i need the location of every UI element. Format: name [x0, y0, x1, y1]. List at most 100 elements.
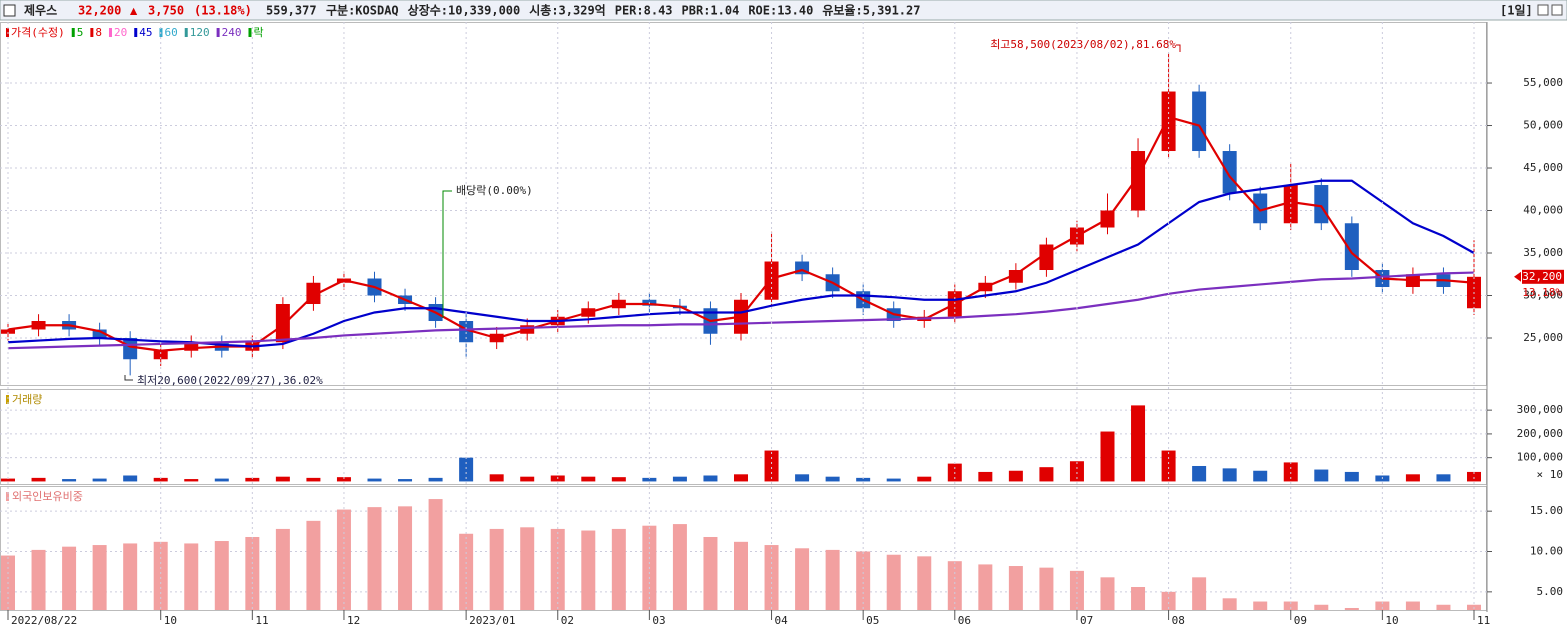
bar — [611, 477, 626, 482]
bar — [123, 475, 138, 482]
bar — [734, 541, 748, 610]
bar — [489, 474, 504, 482]
checkbox[interactable] — [3, 4, 16, 17]
y-tick-label: 35,000 — [1523, 246, 1563, 259]
volume-pane — [0, 389, 1487, 485]
moving-average — [7, 271, 1475, 350]
candle-body — [123, 337, 138, 360]
y-tick-label: 15.00 — [1530, 504, 1563, 517]
candle-body — [1314, 185, 1329, 224]
header-item: ROE:13.40 — [748, 4, 813, 18]
volume: 559,377 — [266, 4, 317, 18]
candle-body — [764, 261, 779, 300]
bar — [62, 479, 77, 482]
bar — [184, 479, 199, 482]
header-item: 상장수:10,339,000 — [408, 3, 521, 18]
close[interactable] — [1551, 4, 1563, 16]
bar — [428, 499, 443, 610]
bar — [1344, 607, 1359, 610]
plot: 25,000 30,000 35,000 40,000 45,000 50,000 55,0… — [0, 22, 1564, 627]
x-tick-label: 10 — [164, 614, 177, 627]
y-tick-label: 45,000 — [1523, 161, 1563, 174]
change: 3,750 — [148, 4, 184, 18]
x-tick-label: 08 — [1172, 614, 1185, 627]
price-label: 32,200 — [1522, 270, 1562, 283]
stock-name: 제우스 — [24, 4, 57, 18]
header-item: PBR:1.04 — [682, 4, 740, 18]
bar — [92, 478, 107, 482]
annotation-low: 최저20,600(2022/09/27),36.02% — [137, 374, 323, 387]
bar — [428, 477, 443, 482]
bar — [917, 556, 932, 610]
price-pointer — [1514, 271, 1521, 282]
bar — [1253, 470, 1268, 482]
bar — [1467, 471, 1481, 482]
price-marker — [1522, 269, 1564, 284]
bar — [825, 476, 840, 482]
candle-body — [184, 342, 199, 351]
y-tick-label: 25,000 — [1523, 331, 1563, 344]
bar — [856, 551, 871, 610]
bar — [92, 545, 107, 610]
bar — [245, 477, 260, 482]
legend-swatch — [216, 28, 220, 37]
x-tick-label: 2023/01 — [469, 614, 515, 627]
bar — [1436, 604, 1451, 610]
candle-body — [1344, 223, 1359, 271]
bar — [1039, 567, 1054, 610]
bar — [306, 477, 321, 482]
bar — [550, 528, 565, 610]
bar — [336, 509, 351, 610]
change-label: 13.18% — [1522, 286, 1562, 299]
bar — [672, 476, 687, 482]
y-tick-label: 10.00 — [1530, 545, 1563, 558]
bar — [1222, 598, 1237, 610]
bar — [1069, 461, 1084, 482]
bar — [275, 528, 290, 610]
arrow — [124, 375, 133, 381]
bar — [1100, 577, 1115, 610]
pane-title: 거래량 — [12, 393, 42, 406]
candle-body — [1192, 91, 1207, 152]
header-item: 구분:KOSDAQ — [326, 4, 399, 18]
bar — [31, 477, 46, 482]
x-tick-label: 06 — [958, 614, 971, 627]
bar — [1161, 591, 1176, 610]
arrow — [1176, 44, 1181, 52]
bar — [31, 549, 46, 610]
legend-label: 5 — [77, 26, 84, 39]
bar — [825, 549, 840, 610]
bar — [184, 543, 199, 610]
bar — [1039, 467, 1054, 482]
bar — [214, 541, 229, 610]
legend-swatch — [248, 28, 252, 37]
x-tick-label: 11 — [255, 614, 268, 627]
bar — [153, 477, 168, 482]
bar — [1405, 601, 1420, 610]
bar — [459, 533, 474, 610]
maximize[interactable] — [1537, 4, 1549, 16]
legend-swatch — [184, 28, 188, 37]
bar — [520, 476, 535, 482]
bar — [947, 561, 962, 610]
candle-body — [1283, 185, 1298, 224]
y-tick-label: 55,000 — [1523, 76, 1563, 89]
price: 32,200 — [78, 4, 121, 18]
x-tick-label: 04 — [775, 614, 789, 627]
bar — [978, 564, 993, 610]
bar — [642, 477, 657, 482]
bar — [886, 554, 901, 610]
bar — [672, 524, 687, 610]
bar — [703, 475, 718, 482]
candle-body — [1008, 270, 1023, 283]
pane-title: 외국인보유비중 — [12, 490, 83, 503]
candle-body — [275, 304, 290, 343]
bar — [62, 546, 77, 610]
bar — [398, 479, 413, 482]
bar — [153, 541, 168, 610]
moving-average — [7, 179, 1475, 348]
legend-label: 20 — [114, 26, 127, 39]
y-tick-label: 50,000 — [1523, 119, 1563, 132]
unit-note: × 10 — [1537, 468, 1564, 481]
bar — [1192, 577, 1207, 610]
